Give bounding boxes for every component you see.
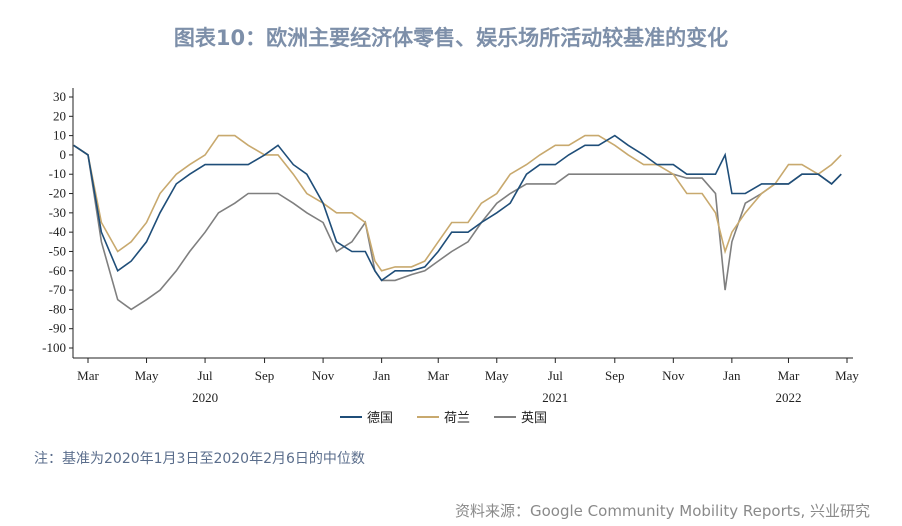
series-line-2	[73, 134, 842, 272]
x-tick-label: Nov	[312, 368, 335, 383]
y-tick-label: -50	[49, 243, 66, 258]
x-tick-label: Sep	[605, 368, 625, 383]
legend-label: 英国	[521, 411, 547, 426]
x-tick-label: Jan	[373, 368, 391, 383]
y-tick-label: 20	[53, 108, 66, 123]
y-tick-label: -70	[49, 282, 66, 297]
legend-label: 荷兰	[444, 411, 470, 426]
x-tick-label: Nov	[662, 368, 685, 383]
x-tick-label: Jul	[548, 368, 564, 383]
y-tick-label: -80	[49, 301, 66, 316]
x-tick-label: May	[835, 368, 859, 383]
y-tick-label: -10	[49, 166, 66, 181]
x-tick-label: Mar	[778, 368, 800, 383]
y-tick-label: -60	[49, 263, 66, 278]
line-chart: 30 20 10 0 -10 -20 -30 -40 -50 -60 -70 -80 -90 -100 Ma…	[42, 88, 859, 426]
year-label: 2021	[542, 390, 568, 405]
y-tick-label: -90	[49, 321, 66, 336]
y-tick-label: 30	[53, 89, 66, 104]
y-tick-label: -100	[42, 340, 66, 355]
x-tick-label: Jul	[197, 368, 213, 383]
x-tick-label: Jan	[723, 368, 741, 383]
y-tick-label: 0	[60, 147, 67, 162]
y-tick-label: -40	[49, 224, 66, 239]
y-tick-label: 10	[53, 128, 66, 143]
x-tick-label: Sep	[255, 368, 275, 383]
x-tick-label: May	[485, 368, 509, 383]
chart-title: 图表10：欧洲主要经济体零售、娱乐场所活动较基准的变化	[173, 26, 729, 50]
y-tick-label: -30	[49, 205, 66, 220]
legend-label: 德国	[367, 411, 393, 426]
x-tick-label: Mar	[77, 368, 99, 383]
year-label: 2020	[192, 390, 218, 405]
source-text: 资料来源：Google Community Mobility Reports, …	[455, 502, 870, 520]
y-tick-label: -20	[49, 186, 66, 201]
x-tick-label: May	[135, 368, 159, 383]
series-line-3	[73, 144, 842, 311]
year-label: 2022	[775, 390, 801, 405]
series-line-1	[73, 134, 842, 282]
x-tick-label: Mar	[427, 368, 449, 383]
chart-note: 注：基准为2020年1月3日至2020年2月6日的中位数	[34, 451, 365, 467]
